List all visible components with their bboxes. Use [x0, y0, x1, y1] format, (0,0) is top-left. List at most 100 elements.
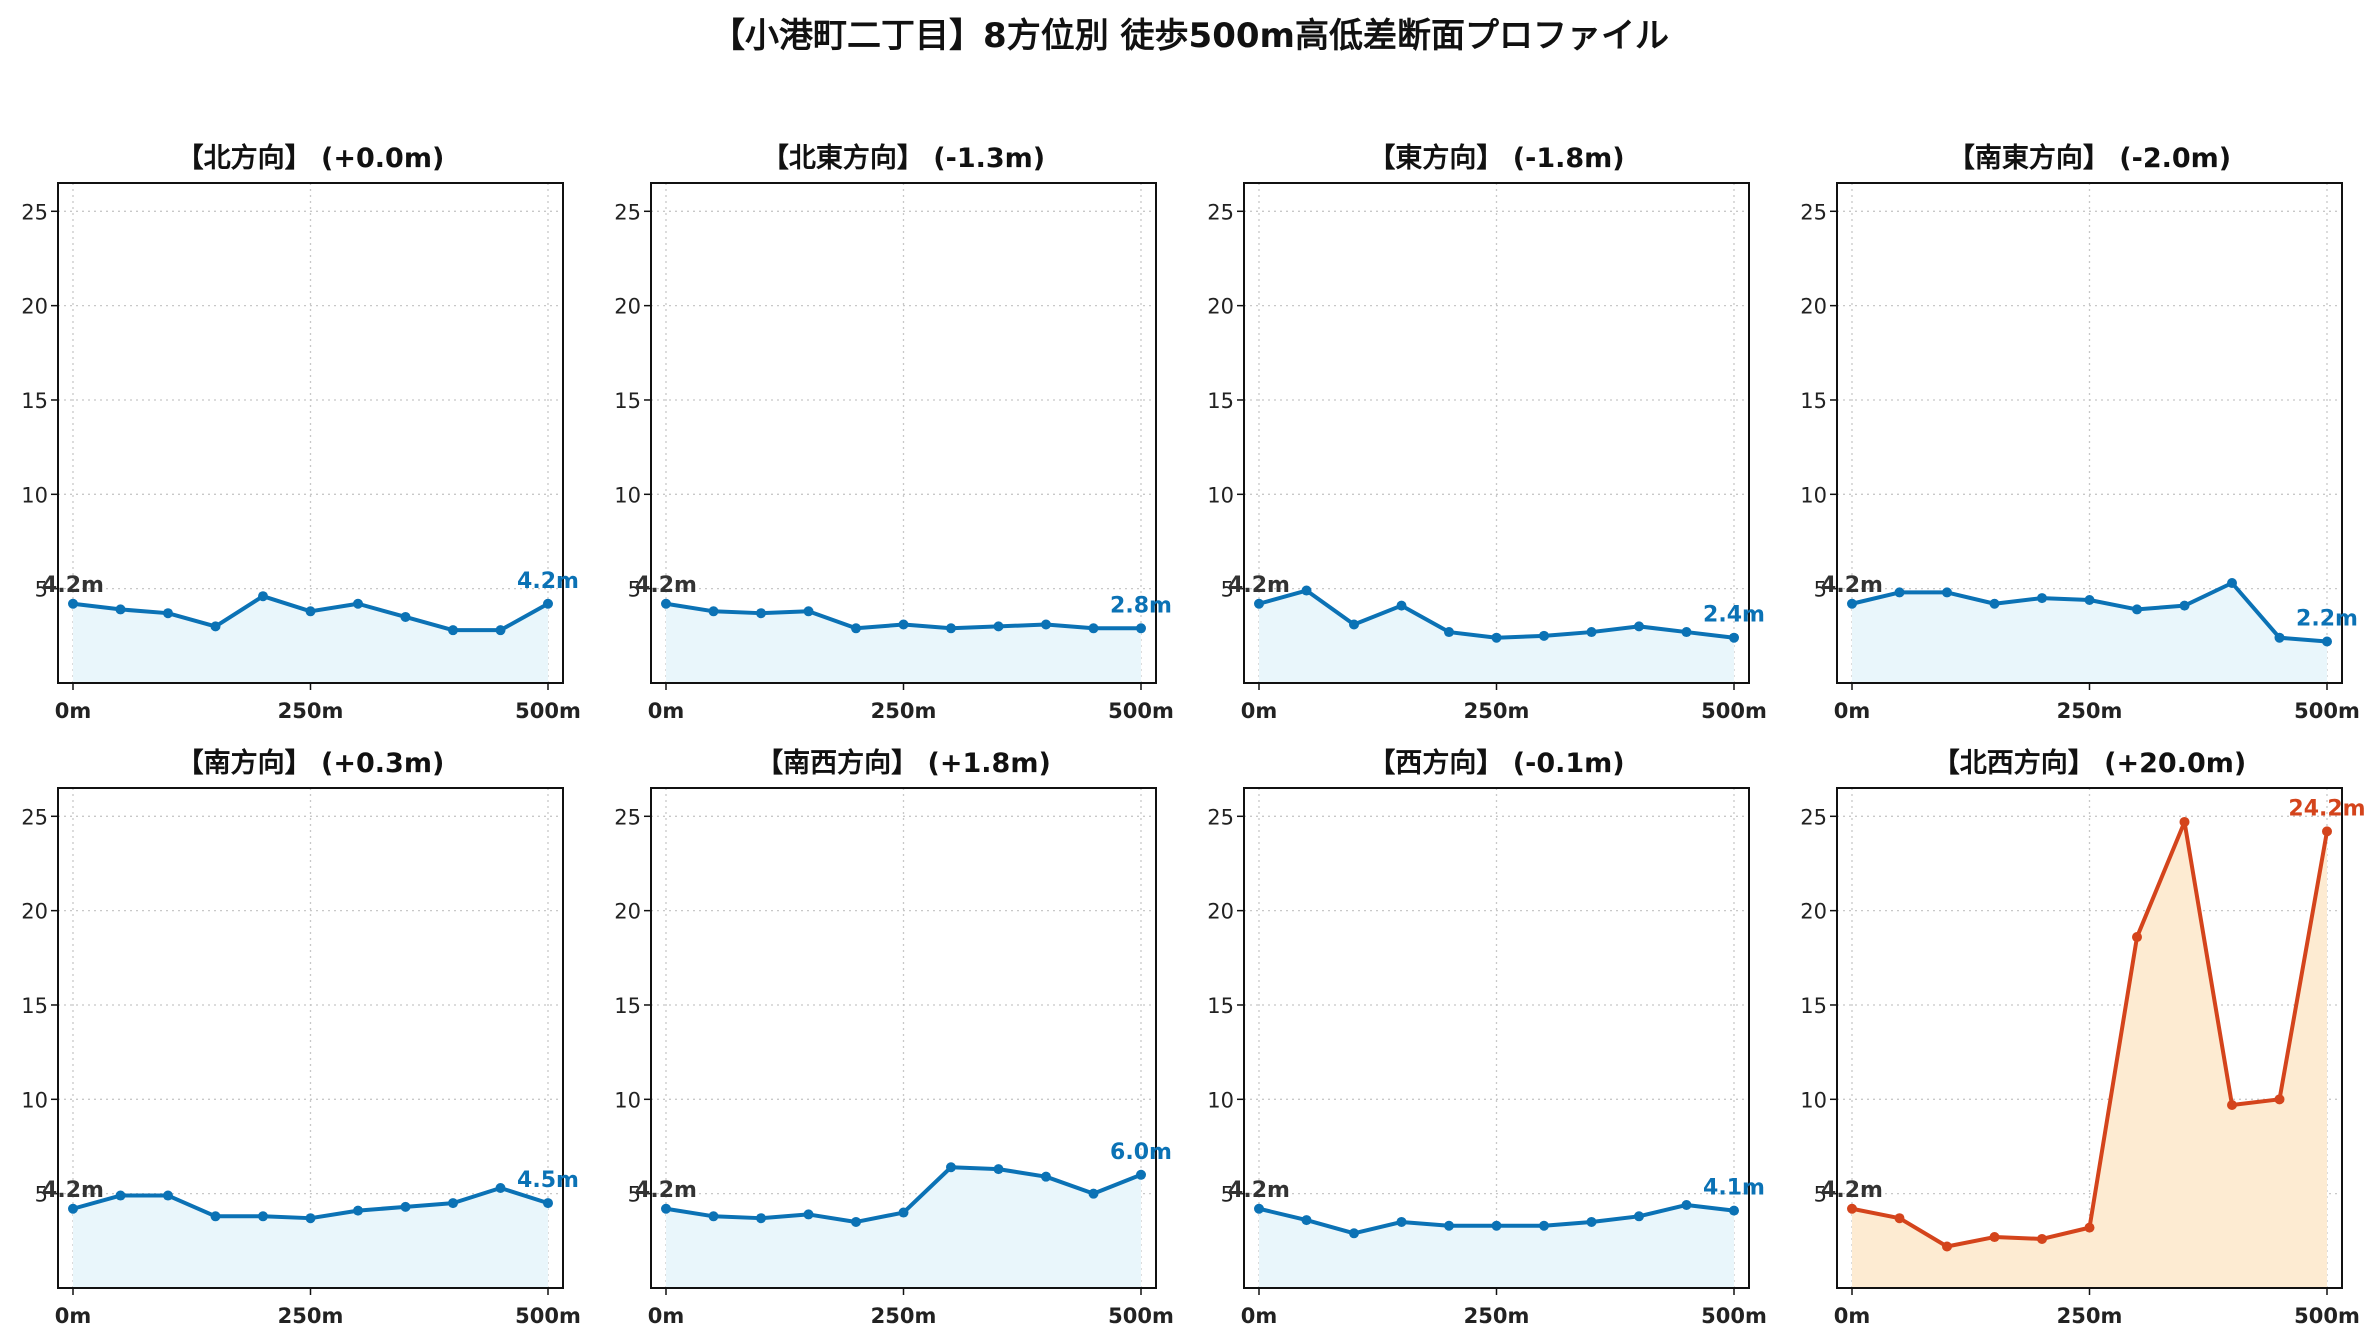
- y-tick-label: 25: [1800, 805, 1827, 829]
- data-point: [163, 608, 173, 619]
- data-point: [2227, 1099, 2237, 1110]
- data-point: [1088, 1188, 1099, 1199]
- y-tick-label: 20: [1207, 295, 1234, 319]
- data-point: [353, 598, 363, 609]
- data-point: [1847, 1203, 1857, 1214]
- data-point: [1491, 632, 1502, 643]
- y-tick-label: 10: [1207, 483, 1234, 507]
- x-tick-label: 500m: [1108, 699, 1174, 723]
- panel-title: 【東方向】 (-1.8m): [1368, 142, 1624, 174]
- data-point: [803, 606, 814, 617]
- y-tick-label: 15: [1800, 389, 1827, 413]
- series-area: [1259, 590, 1734, 683]
- y-tick-label: 20: [21, 900, 48, 924]
- series-area: [1852, 583, 2327, 683]
- data-point: [756, 1213, 766, 1224]
- data-point: [1539, 630, 1549, 641]
- y-tick-label: 10: [614, 1088, 641, 1112]
- x-tick-label: 500m: [1701, 1304, 1767, 1328]
- data-point: [1989, 598, 2000, 609]
- data-point: [1254, 598, 1264, 609]
- y-tick-label: 5: [35, 578, 48, 602]
- data-point: [1041, 1171, 1051, 1182]
- x-tick-label: 250m: [2057, 699, 2123, 723]
- data-point: [1349, 619, 1359, 630]
- data-point: [1444, 627, 1454, 638]
- y-tick-label: 10: [1207, 1088, 1234, 1112]
- y-tick-label: 25: [21, 805, 48, 829]
- data-point: [1681, 1199, 1692, 1210]
- x-tick-label: 500m: [515, 699, 581, 723]
- start-elevation-label: 4.2m: [42, 1178, 104, 1203]
- plot-frame: [650, 182, 1157, 684]
- end-elevation-label: 2.8m: [1110, 593, 1172, 618]
- panel-title: 【南東方向】 (-2.0m): [1948, 142, 2231, 174]
- x-tick-label: 250m: [871, 699, 937, 723]
- data-point: [1539, 1220, 1549, 1231]
- y-tick-label: 20: [21, 295, 48, 319]
- data-point: [946, 1162, 956, 1173]
- data-point: [1847, 598, 1857, 609]
- x-tick-label: 0m: [648, 1304, 685, 1328]
- data-point: [1301, 1215, 1312, 1226]
- data-point: [1894, 1213, 1905, 1224]
- data-point: [1136, 1169, 1146, 1180]
- series-area: [73, 1188, 548, 1288]
- y-tick-label: 10: [21, 1088, 48, 1112]
- y-tick-label: 20: [1207, 900, 1234, 924]
- x-tick-label: 0m: [55, 699, 92, 723]
- data-point: [1254, 1203, 1264, 1214]
- end-elevation-label: 6.0m: [1110, 1140, 1172, 1165]
- end-elevation-label: 4.5m: [517, 1168, 579, 1193]
- y-tick-label: 25: [1800, 200, 1827, 224]
- x-tick-label: 250m: [1464, 1304, 1530, 1328]
- data-point: [1301, 585, 1312, 596]
- panel-title: 【南方向】 (+0.3m): [177, 747, 445, 779]
- x-tick-label: 250m: [278, 699, 344, 723]
- y-tick-label: 5: [628, 578, 641, 602]
- x-tick-label: 0m: [55, 1304, 92, 1328]
- data-point: [1586, 627, 1597, 638]
- data-point: [898, 1207, 909, 1218]
- data-point: [756, 608, 766, 619]
- data-point: [353, 1205, 363, 1216]
- data-point: [1634, 621, 1644, 632]
- y-tick-label: 10: [1800, 483, 1827, 507]
- x-tick-label: 250m: [2057, 1304, 2123, 1328]
- data-point: [115, 1190, 126, 1201]
- data-point: [163, 1190, 173, 1201]
- x-tick-label: 0m: [1834, 699, 1871, 723]
- data-point: [258, 591, 268, 602]
- y-tick-label: 25: [614, 200, 641, 224]
- data-point: [68, 1203, 78, 1214]
- data-point: [708, 1211, 719, 1222]
- x-tick-label: 0m: [1241, 1304, 1278, 1328]
- data-point: [258, 1211, 268, 1222]
- data-point: [2084, 594, 2095, 605]
- data-point: [1396, 1216, 1407, 1227]
- x-tick-label: 500m: [2294, 699, 2360, 723]
- end-elevation-label: 24.2m: [2288, 796, 2365, 821]
- y-tick-label: 15: [1800, 994, 1827, 1018]
- data-point: [1942, 1241, 1952, 1252]
- data-point: [2037, 593, 2047, 604]
- data-point: [2322, 636, 2332, 647]
- data-point: [2322, 826, 2332, 837]
- data-point: [1729, 1205, 1739, 1216]
- start-elevation-label: 4.2m: [1228, 573, 1290, 598]
- data-point: [2227, 578, 2237, 588]
- data-point: [1681, 627, 1692, 638]
- y-tick-label: 25: [1207, 200, 1234, 224]
- series-area: [1852, 821, 2327, 1288]
- panel-title: 【北西方向】 (+20.0m): [1933, 747, 2246, 779]
- series-area: [73, 596, 548, 683]
- data-point: [2179, 816, 2190, 827]
- end-elevation-label: 2.4m: [1703, 603, 1765, 628]
